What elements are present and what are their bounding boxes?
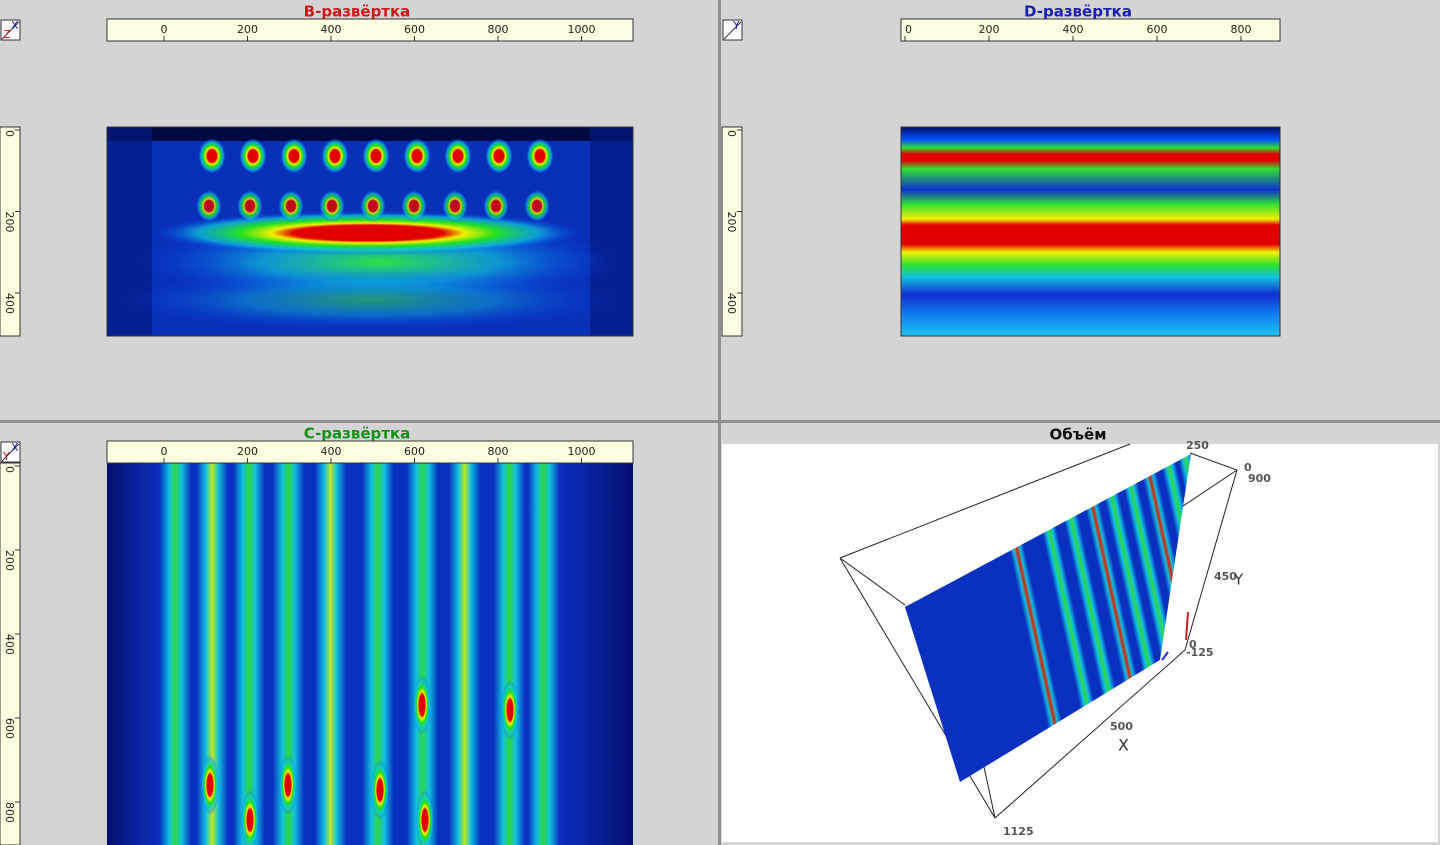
volume-label: 900 — [1248, 472, 1271, 485]
hotspot — [403, 138, 431, 174]
ruler-label: 400 — [321, 23, 342, 36]
ruler-label: 200 — [725, 212, 738, 233]
left-ruler — [0, 462, 21, 845]
ruler-label: 800 — [488, 445, 509, 458]
hotspot — [241, 790, 259, 845]
hotspot — [526, 138, 554, 174]
volume-label: 500 — [1110, 720, 1133, 733]
volume-title-bar — [722, 425, 1438, 444]
panel-title: C-развёртка — [304, 425, 411, 443]
ruler-label: 400 — [321, 445, 342, 458]
hotspot — [371, 760, 389, 820]
d-scan-image — [900, 126, 1281, 337]
hotspot — [483, 190, 509, 222]
hotspot — [279, 755, 297, 815]
hotspot — [237, 190, 263, 222]
icon-line — [723, 21, 742, 40]
c-scan-image — [107, 463, 633, 845]
ruler-label: 400 — [3, 634, 16, 655]
ruler-label: 200 — [3, 550, 16, 571]
ruler-label: 200 — [3, 212, 16, 233]
ruler-label: 400 — [3, 293, 16, 314]
panel-title: B-развёртка — [304, 3, 411, 21]
axis-letter: Y — [732, 19, 740, 32]
axis-letter: Z — [3, 28, 11, 41]
ruler-label: 0 — [161, 445, 168, 458]
ruler-label: 0 — [725, 130, 738, 137]
left-ruler — [721, 126, 743, 337]
left-ruler — [0, 126, 21, 337]
hotspot — [524, 190, 550, 222]
ruler-label: 400 — [725, 293, 738, 314]
top-ruler — [106, 440, 634, 464]
ruler-label: 400 — [1063, 23, 1084, 36]
icon-line — [1, 21, 20, 40]
ruler-label: 0 — [161, 23, 168, 36]
hotspot — [278, 190, 304, 222]
hotspot — [485, 138, 513, 174]
ruler-label: 600 — [1147, 23, 1168, 36]
volume-label: Y — [1233, 571, 1244, 589]
hotspot — [444, 138, 472, 174]
panel-title: Объём — [1050, 426, 1107, 444]
ruler-label: 600 — [404, 445, 425, 458]
top-ruler — [900, 18, 1281, 42]
hotspot — [442, 190, 468, 222]
hotspot — [198, 138, 226, 174]
hotspot — [201, 755, 219, 815]
axis-letter: Y — [2, 450, 10, 463]
ruler-label: 0 — [905, 23, 912, 36]
hotspot — [321, 138, 349, 174]
axis-letter: X — [11, 19, 19, 32]
volume-label: 0 — [1189, 638, 1197, 651]
ruler-label: 1000 — [568, 445, 596, 458]
ruler-label: 200 — [237, 23, 258, 36]
hotspot — [401, 190, 427, 222]
ruler-label: 600 — [404, 23, 425, 36]
volume-label: X — [1118, 736, 1129, 755]
hotspot — [416, 790, 434, 845]
axis-indicator — [1161, 651, 1169, 661]
volume-label: 1125 — [1003, 825, 1034, 838]
volume-label: 250 — [1186, 439, 1209, 452]
hotspot — [413, 675, 431, 735]
ruler-label: 1000 — [568, 23, 596, 36]
ruler-label: 600 — [3, 718, 16, 739]
axis-letter: X — [11, 441, 19, 454]
b-scan-image — [106, 126, 634, 337]
top-ruler — [106, 18, 634, 42]
hotspot — [196, 190, 222, 222]
volume-label: -125 — [1186, 646, 1214, 659]
icon-line — [1, 443, 20, 462]
volume-label: 0 — [1244, 461, 1252, 474]
ruler-label: 800 — [488, 23, 509, 36]
c-scan-highlights — [201, 675, 519, 845]
ruler-label: 800 — [3, 802, 16, 823]
ruler-label: 0 — [3, 466, 16, 473]
hotspot — [319, 190, 345, 222]
panel-title: D-развёртка — [1024, 3, 1132, 21]
ruler-label: 200 — [237, 445, 258, 458]
volume-label: 450 — [1214, 570, 1237, 583]
hotspot — [360, 190, 386, 222]
ruler-label: 200 — [979, 23, 1000, 36]
hotspot — [362, 138, 390, 174]
ruler-label: 0 — [3, 130, 16, 137]
axis-indicator — [1185, 611, 1189, 641]
ruler-label: 800 — [1231, 23, 1252, 36]
hotspot — [501, 680, 519, 740]
hotspot — [280, 138, 308, 174]
volume-slice — [905, 454, 1191, 782]
hotspot — [239, 138, 267, 174]
